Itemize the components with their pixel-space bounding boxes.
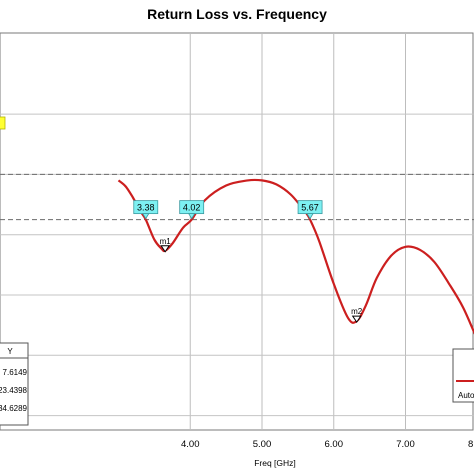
marker-triangle-icon[interactable] — [160, 245, 171, 253]
marker-table-cell: 7.6149 — [3, 368, 28, 377]
marker-label: m1 — [160, 237, 172, 246]
marker-table — [0, 342, 29, 426]
x-tick-label: 7.00 — [396, 439, 415, 450]
marker-label: m2 — [351, 307, 363, 316]
marker-triangle-icon[interactable] — [351, 315, 362, 324]
flag-pointer-icon — [187, 213, 196, 220]
x-tick-label: 5.00 — [253, 439, 272, 450]
frequency-flag-label: 3.38 — [137, 203, 155, 213]
x-tick-label: 6.00 — [325, 439, 344, 450]
marker-table-cell: 34.6289 — [0, 404, 28, 413]
frequency-flag-label: 4.02 — [183, 203, 201, 213]
marker-table-cell: 23.4398 — [0, 386, 28, 395]
x-tick-label: 4.00 — [181, 439, 200, 450]
plot-area — [0, 32, 474, 431]
flag-pointer-icon — [142, 213, 150, 220]
frequency-flag-label: 5.67 — [301, 203, 319, 213]
marker-table-header: Y — [7, 347, 13, 356]
x-axis-label: Freq [GHz] — [254, 458, 296, 468]
legend-box — [452, 348, 474, 403]
chart-title: Return Loss vs. Frequency — [147, 6, 327, 22]
legend-label: Auto — [458, 391, 474, 400]
yellow-marker-tag[interactable] — [0, 116, 6, 130]
x-tick-label: 8.00 — [468, 439, 474, 450]
flag-pointer-icon — [306, 213, 314, 220]
